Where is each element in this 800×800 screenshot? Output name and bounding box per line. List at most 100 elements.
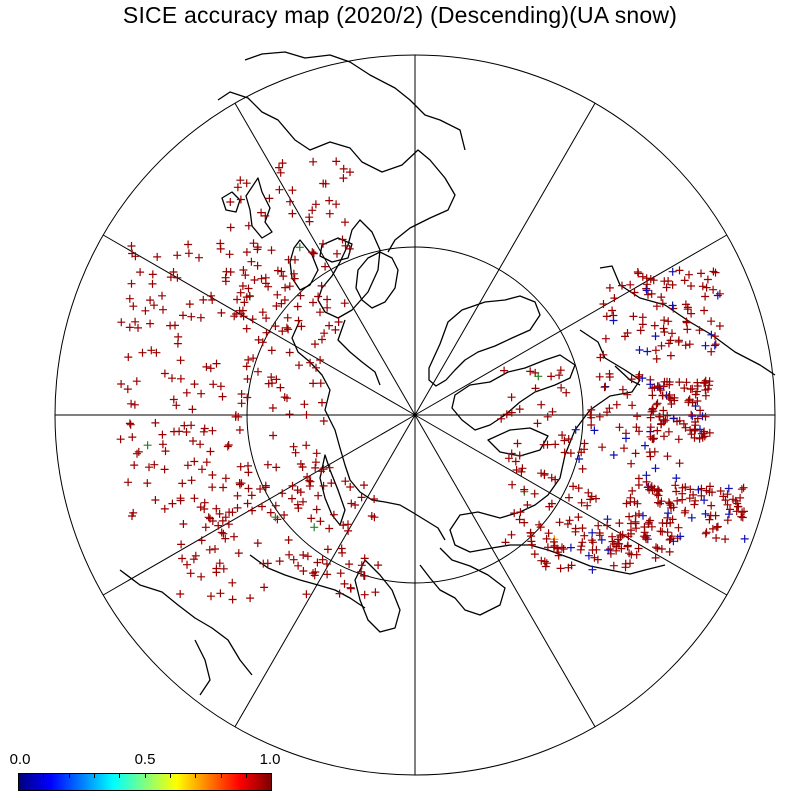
accuracy-marker xyxy=(507,408,516,417)
accuracy-marker xyxy=(190,457,199,466)
accuracy-marker xyxy=(305,476,314,485)
accuracy-marker xyxy=(215,509,224,518)
accuracy-marker xyxy=(271,501,280,510)
accuracy-marker xyxy=(629,312,638,321)
accuracy-marker xyxy=(687,513,696,522)
accuracy-marker xyxy=(701,292,710,301)
accuracy-marker xyxy=(651,464,660,473)
accuracy-marker xyxy=(242,362,251,371)
accuracy-marker xyxy=(302,441,311,450)
accuracy-marker xyxy=(219,564,228,573)
accuracy-marker xyxy=(321,262,330,271)
accuracy-marker xyxy=(230,532,238,541)
accuracy-marker xyxy=(562,388,571,397)
accuracy-marker xyxy=(715,289,724,298)
accuracy-marker xyxy=(520,485,529,494)
accuracy-marker xyxy=(260,583,269,592)
accuracy-marker xyxy=(221,474,230,483)
accuracy-marker xyxy=(623,541,632,550)
accuracy-marker xyxy=(652,490,661,499)
accuracy-marker xyxy=(273,290,282,299)
accuracy-marker xyxy=(643,347,652,356)
accuracy-marker xyxy=(340,299,349,308)
accuracy-marker xyxy=(588,538,597,547)
accuracy-marker xyxy=(668,280,677,289)
accuracy-marker xyxy=(556,564,565,573)
accuracy-marker xyxy=(306,358,315,367)
accuracy-marker xyxy=(190,380,199,389)
accuracy-marker xyxy=(184,249,193,258)
accuracy-marker xyxy=(318,555,327,564)
accuracy-marker xyxy=(592,494,600,503)
colorbar-max-label: 1.0 xyxy=(259,751,281,768)
accuracy-marker xyxy=(288,481,297,490)
accuracy-marker xyxy=(323,303,332,312)
accuracy-marker xyxy=(540,469,549,478)
accuracy-marker xyxy=(267,346,276,355)
accuracy-marker xyxy=(312,505,321,514)
accuracy-marker xyxy=(309,249,318,258)
accuracy-marker xyxy=(214,521,223,530)
accuracy-marker xyxy=(736,493,745,502)
accuracy-marker xyxy=(199,427,208,436)
accuracy-marker xyxy=(712,534,721,542)
accuracy-marker xyxy=(584,488,593,497)
accuracy-marker xyxy=(711,268,720,277)
accuracy-marker xyxy=(554,551,563,560)
accuracy-marker xyxy=(696,425,704,434)
accuracy-marker xyxy=(228,578,237,587)
accuracy-marker xyxy=(588,528,597,537)
accuracy-marker xyxy=(646,452,655,461)
accuracy-marker xyxy=(272,302,281,310)
accuracy-marker xyxy=(657,293,666,302)
accuracy-marker xyxy=(196,313,205,322)
accuracy-marker xyxy=(656,386,665,395)
accuracy-marker xyxy=(208,471,217,479)
accuracy-marker xyxy=(587,536,596,545)
accuracy-marker xyxy=(311,568,320,576)
accuracy-marker xyxy=(200,505,209,513)
accuracy-marker xyxy=(221,277,230,286)
accuracy-marker xyxy=(206,447,215,456)
accuracy-marker xyxy=(233,295,242,304)
accuracy-marker xyxy=(557,383,566,392)
accuracy-marker xyxy=(204,513,213,522)
accuracy-marker xyxy=(558,543,566,552)
accuracy-marker xyxy=(560,436,569,445)
europe-coast xyxy=(217,51,466,253)
accuracy-marker xyxy=(674,435,683,444)
accuracy-marker xyxy=(681,341,690,350)
accuracy-marker xyxy=(285,550,294,559)
accuracy-marker xyxy=(242,248,251,257)
accuracy-marker xyxy=(322,560,331,568)
accuracy-marker xyxy=(248,315,257,324)
accuracy-marker xyxy=(716,487,725,495)
accuracy-marker xyxy=(713,291,722,300)
accuracy-marker xyxy=(187,312,196,321)
accuracy-marker xyxy=(643,531,651,540)
accuracy-marker xyxy=(148,270,157,279)
accuracy-marker xyxy=(215,559,224,568)
accuracy-marker xyxy=(294,561,303,570)
accuracy-marker xyxy=(618,385,627,394)
accuracy-marker xyxy=(133,449,141,458)
accuracy-marker xyxy=(701,509,710,518)
accuracy-marker xyxy=(630,288,639,297)
accuracy-marker xyxy=(618,530,627,539)
accuracy-marker xyxy=(323,295,332,304)
accuracy-marker xyxy=(278,489,287,498)
accuracy-marker xyxy=(723,490,732,499)
accuracy-marker xyxy=(737,485,746,494)
accuracy-marker xyxy=(313,558,322,567)
accuracy-marker xyxy=(689,490,698,499)
accuracy-marker xyxy=(278,159,287,168)
accuracy-marker xyxy=(276,383,285,392)
accuracy-marker xyxy=(303,552,312,561)
accuracy-marker xyxy=(243,393,252,402)
accuracy-marker xyxy=(634,481,643,489)
accuracy-marker xyxy=(687,410,696,419)
accuracy-marker xyxy=(690,426,699,435)
accuracy-marker xyxy=(244,484,253,493)
sea-of-okhotsk-coast xyxy=(354,559,401,633)
accuracy-marker xyxy=(367,512,376,520)
